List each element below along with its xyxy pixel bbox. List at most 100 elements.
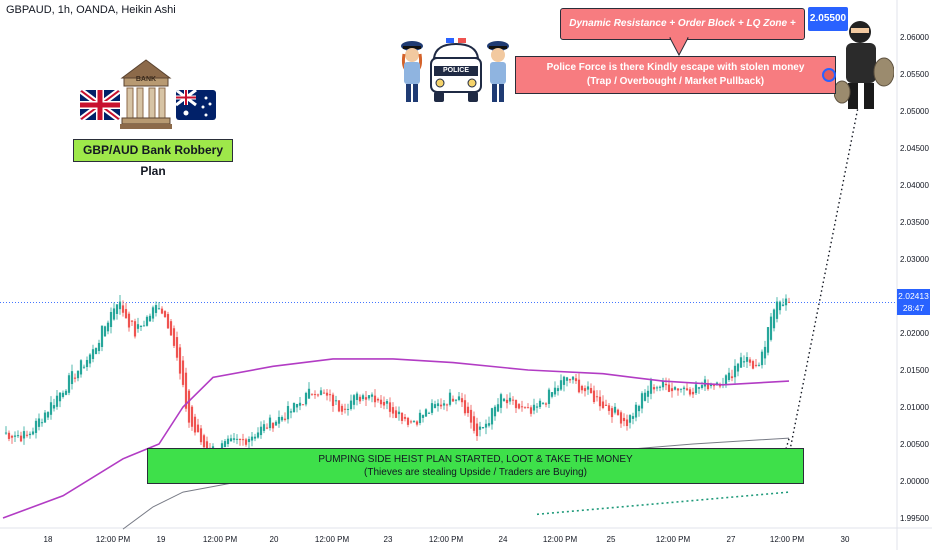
candle-body xyxy=(778,301,782,311)
candle-body xyxy=(205,441,209,455)
candle-body xyxy=(337,400,341,412)
candle-body xyxy=(235,438,239,440)
candle-body xyxy=(760,351,764,366)
candle-body xyxy=(370,394,374,397)
candle-body xyxy=(307,388,311,399)
candle-body xyxy=(256,432,260,438)
candle-body xyxy=(571,376,575,380)
candle-body xyxy=(748,359,752,363)
police-warning-box: Police Force is there Kindly escape with… xyxy=(515,56,836,94)
candle-body xyxy=(286,406,290,420)
candle-body xyxy=(589,388,593,394)
candle-body xyxy=(10,435,14,438)
candle-body xyxy=(475,423,479,437)
candle-body xyxy=(238,438,242,440)
candle-body xyxy=(685,388,689,391)
x-tick-label: 24 xyxy=(499,535,508,544)
candle-body xyxy=(472,416,476,431)
candle-body xyxy=(688,389,692,395)
candle-body xyxy=(55,395,59,407)
candle-body xyxy=(613,406,617,413)
candle-body xyxy=(412,421,416,423)
candle-body xyxy=(499,394,503,408)
candle-body xyxy=(202,435,206,448)
candle-body xyxy=(196,424,200,433)
x-tick-label: 12:00 PM xyxy=(429,535,464,544)
candle-body xyxy=(487,423,491,426)
y-tick-label: 2.06000 xyxy=(900,33,929,42)
police-car-label: POLICE xyxy=(442,67,470,74)
candle-body xyxy=(346,408,350,410)
candle-body xyxy=(640,393,644,409)
candle-body xyxy=(484,423,488,428)
candle-body xyxy=(421,415,425,418)
heist-line1: PUMPING SIDE HEIST PLAN STARTED, LOOT & … xyxy=(318,454,633,465)
candle-body xyxy=(652,387,656,390)
candle-body xyxy=(460,398,464,403)
uk-flag-icon xyxy=(80,90,120,120)
police-officer-icon xyxy=(398,40,426,106)
y-tick-label: 2.04500 xyxy=(900,144,929,153)
candle-body xyxy=(7,432,11,439)
candle-body xyxy=(724,375,728,385)
candle-body xyxy=(328,394,332,396)
candle-body xyxy=(226,438,230,445)
y-tick-label: 2.03000 xyxy=(900,255,929,264)
candle-body xyxy=(133,321,137,337)
candle-body xyxy=(265,427,269,429)
candle-body xyxy=(109,312,113,327)
candle-body xyxy=(385,401,389,404)
candle-body xyxy=(727,372,731,380)
candle-body xyxy=(592,390,596,402)
candle-body xyxy=(676,388,680,391)
candle-body xyxy=(295,403,299,408)
candle-body xyxy=(646,390,650,397)
candle-body xyxy=(655,387,659,389)
candle-body xyxy=(628,415,632,423)
candle-body xyxy=(118,301,122,310)
candle-body xyxy=(262,424,266,431)
y-tick-label: 2.05000 xyxy=(900,107,929,116)
candle-body xyxy=(250,436,254,441)
candle-body xyxy=(82,366,86,368)
candle-body xyxy=(775,301,779,319)
y-tick-label: 2.02000 xyxy=(900,329,929,338)
candle-body xyxy=(61,392,65,397)
candle-body xyxy=(736,363,740,372)
candle-body xyxy=(268,417,272,429)
ma-purple-line xyxy=(2,358,790,519)
candle-body xyxy=(253,436,257,439)
y-tick-label: 2.03500 xyxy=(900,218,929,227)
candle-body xyxy=(229,438,233,442)
candle-body xyxy=(451,398,455,402)
candle-body xyxy=(541,402,545,404)
candle-body xyxy=(319,390,323,395)
candle-body xyxy=(115,304,119,314)
candle-body xyxy=(121,305,125,313)
candle-body xyxy=(517,404,521,409)
candle-body xyxy=(88,354,92,364)
candle-body xyxy=(187,390,191,423)
current-price-value: 2.02413 xyxy=(898,291,929,301)
candle-body xyxy=(4,432,8,434)
candle-body xyxy=(145,316,149,326)
candle-body xyxy=(607,405,611,411)
candle-body xyxy=(124,309,128,319)
candle-body xyxy=(586,386,590,390)
candle-body xyxy=(322,392,326,394)
candle-body xyxy=(376,398,380,401)
candle-body xyxy=(433,404,437,409)
candle-body xyxy=(367,395,371,399)
candle-body xyxy=(469,409,473,423)
candle-body xyxy=(31,431,35,435)
candle-body xyxy=(448,392,452,405)
candle-body xyxy=(580,385,584,391)
x-tick-label: 12:00 PM xyxy=(96,535,131,544)
candle-body xyxy=(157,308,161,310)
candle-body xyxy=(127,313,131,328)
candle-body xyxy=(283,418,287,420)
candle-body xyxy=(94,347,98,355)
x-tick-label: 25 xyxy=(607,535,616,544)
candle-body xyxy=(706,382,710,390)
